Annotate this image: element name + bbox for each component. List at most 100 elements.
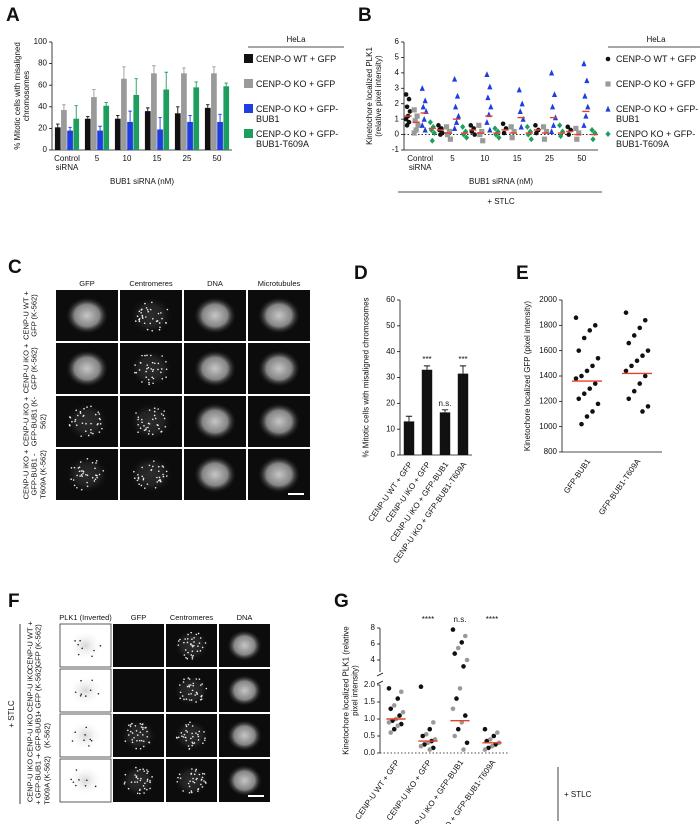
speckle (203, 773, 206, 775)
legend-label-text: CENP-O WT + GFP (256, 54, 337, 64)
speckle (95, 460, 98, 462)
point (453, 119, 460, 125)
bar (103, 105, 110, 150)
speckle (201, 683, 203, 685)
speckle (188, 791, 191, 794)
speckle (192, 735, 194, 738)
point (480, 138, 486, 144)
speckle (195, 778, 198, 781)
point (452, 125, 458, 131)
speckle (78, 470, 81, 473)
speckle (146, 778, 149, 781)
x-tick-label: 15 (513, 154, 522, 163)
speckle (134, 725, 137, 727)
row-label-text: CENP-U WT + GFP (K-562) (26, 621, 43, 670)
speckle (153, 460, 155, 462)
point (484, 119, 490, 125)
speckle (190, 684, 192, 686)
speckle (84, 785, 87, 787)
speckle (91, 461, 94, 464)
point (429, 137, 435, 144)
speckle (165, 376, 167, 378)
speckle (86, 485, 89, 488)
speckle (80, 679, 82, 682)
point (395, 723, 401, 729)
point (419, 122, 425, 128)
speckle (179, 691, 182, 694)
column-label: GFP (131, 613, 146, 622)
speckle (139, 723, 142, 725)
speckle (139, 361, 142, 364)
x-tick-label-text: 10 (122, 154, 132, 163)
point (430, 745, 436, 751)
speckle (149, 787, 151, 790)
point (462, 713, 468, 718)
speckle (139, 779, 142, 782)
speckle (146, 788, 148, 791)
point (581, 391, 587, 397)
speckle (152, 377, 155, 380)
speckle (91, 679, 93, 682)
x-tick-label: 50 (213, 154, 222, 163)
speckle (197, 788, 199, 791)
point (386, 686, 392, 691)
speckle (134, 781, 136, 783)
bar (54, 127, 61, 150)
speckle (158, 322, 161, 324)
point (450, 706, 456, 712)
legend-label: CENPO KO + GFP-BUB1-T609A (616, 129, 695, 149)
speckle (199, 698, 202, 701)
speckle (190, 643, 192, 645)
column-label: PLK1 (Inverted) (59, 613, 112, 622)
speckle (90, 431, 92, 434)
speckle (70, 478, 72, 480)
point (492, 125, 498, 132)
speckle (192, 684, 195, 687)
significance-label: *** (422, 355, 431, 364)
speckle (151, 370, 154, 373)
column-label-text: Microtubules (257, 279, 301, 288)
speckle (191, 656, 194, 658)
speckle (141, 466, 143, 469)
speckle (146, 730, 148, 733)
speckle (79, 461, 82, 463)
speckle (191, 658, 194, 660)
speckle (74, 420, 76, 423)
error-bar (56, 123, 60, 128)
speckle (188, 785, 191, 788)
point (587, 328, 593, 333)
bar (97, 130, 103, 150)
speckle (144, 428, 147, 431)
point (487, 83, 493, 90)
x-tick-label: 25 (183, 154, 192, 163)
cell-signal (257, 403, 301, 440)
bar (211, 73, 217, 150)
speckle (145, 370, 147, 373)
speckle (198, 642, 201, 644)
y-tick-label: 5 (395, 53, 400, 62)
point (423, 732, 429, 737)
point (583, 112, 589, 119)
speckle (151, 317, 154, 320)
speckle (131, 741, 134, 744)
speckle (136, 739, 138, 742)
speckle (157, 470, 160, 472)
row-label: CENP-U iKO + GFP-BUB1 -T609A (K-562) (26, 756, 51, 805)
speckle (97, 692, 100, 695)
point (463, 134, 470, 141)
y-axis-label: Kinetochore localized GFP (pixel intensi… (523, 300, 532, 452)
speckle (185, 729, 187, 732)
point (589, 126, 595, 133)
speckle (146, 328, 149, 331)
speckle (94, 785, 97, 788)
column-label: Microtubules (257, 279, 301, 288)
speckle (78, 779, 80, 781)
point (528, 136, 534, 143)
speckle (147, 378, 150, 381)
y-axis-label-text: Kinetochore localized GFP (pixel intensi… (523, 300, 532, 452)
point (605, 131, 611, 137)
y-tick-label: 0 (391, 450, 396, 459)
speckle (142, 745, 145, 748)
speckle (130, 781, 133, 783)
point (516, 86, 522, 93)
